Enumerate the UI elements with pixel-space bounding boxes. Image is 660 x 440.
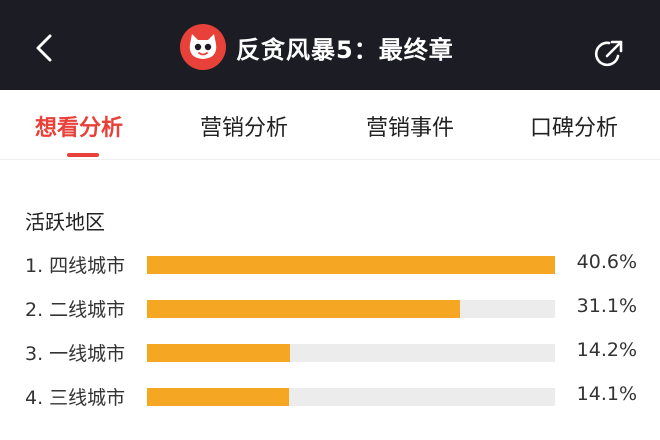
row-label: 3. 一线城市 <box>25 343 126 365</box>
tab-marketing-events[interactable]: 营销事件 <box>366 116 455 141</box>
row-label: 2. 二线城市 <box>25 299 126 321</box>
page-title: 反贪风暴5：最终章 <box>236 35 454 64</box>
tab-bar: 想看分析 营销分析 营销事件 口碑分析 <box>0 90 660 160</box>
bar-track <box>147 256 555 274</box>
share-icon[interactable] <box>592 37 626 71</box>
active-tab-indicator <box>67 153 99 157</box>
list-item: 3. 一线城市 14.2% <box>0 331 660 375</box>
bar-track <box>147 388 555 406</box>
header-title-group: 反贪风暴5：最终章 <box>180 24 454 70</box>
section-title: 活跃地区 <box>25 210 105 234</box>
list-item: 2. 二线城市 31.1% <box>0 287 660 331</box>
bar-track <box>147 300 555 318</box>
row-value: 14.1% <box>576 383 637 405</box>
row-label: 4. 三线城市 <box>25 387 126 409</box>
bar-fill <box>147 300 460 318</box>
tab-marketing-analysis[interactable]: 营销分析 <box>200 116 289 141</box>
list-item: 4. 三线城市 14.1% <box>0 375 660 419</box>
row-value: 14.2% <box>576 339 637 361</box>
row-value: 40.6% <box>576 251 637 273</box>
bar-track <box>147 344 555 362</box>
app-header: 反贪风暴5：最终章 <box>0 0 660 90</box>
bar-fill <box>147 344 290 362</box>
bar-fill <box>147 256 555 274</box>
row-label: 1. 四线城市 <box>25 255 126 277</box>
row-value: 31.1% <box>576 295 637 317</box>
bar-fill <box>147 388 289 406</box>
cat-logo-icon <box>180 24 226 70</box>
tab-reputation-analysis[interactable]: 口碑分析 <box>530 116 619 141</box>
back-chevron-icon[interactable] <box>30 33 60 63</box>
tab-want-analysis[interactable]: 想看分析 <box>35 116 124 141</box>
list-item: 1. 四线城市 40.6% <box>0 243 660 287</box>
